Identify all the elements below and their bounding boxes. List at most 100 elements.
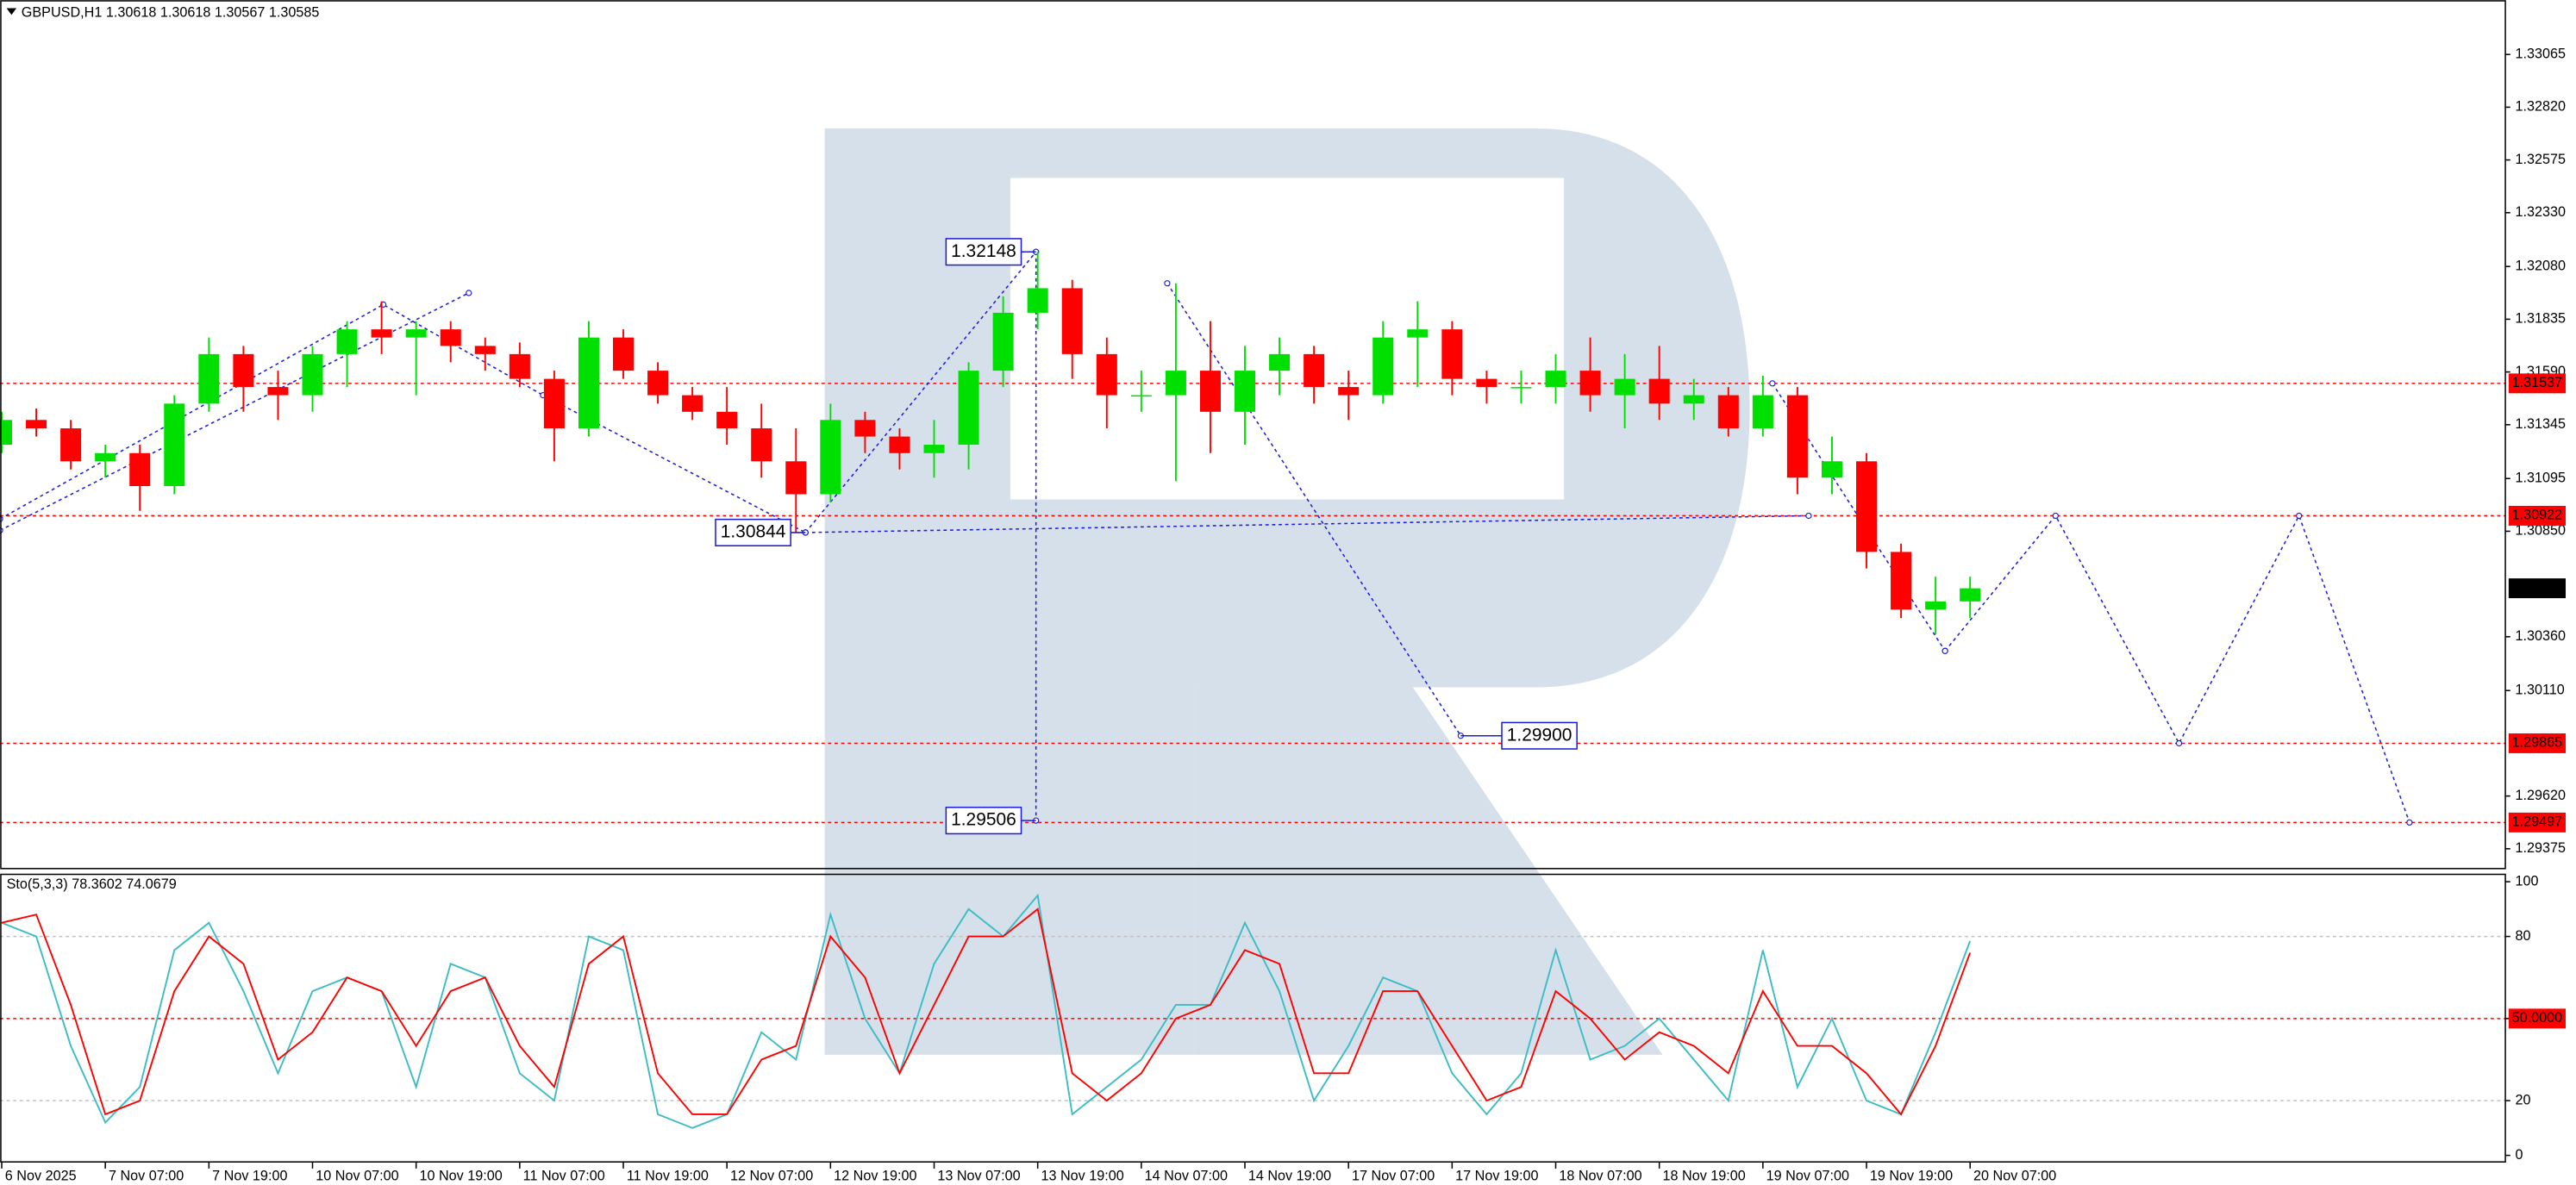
candle-body [1856, 461, 1878, 552]
annotation: 1.30844 [721, 521, 786, 541]
level-label-box [2508, 505, 2567, 526]
y-tick-label: 1.31835 [2515, 311, 2566, 327]
candle-body [1372, 337, 1394, 396]
candle-body [820, 420, 841, 495]
x-tick-label: 13 Nov 07:00 [937, 1169, 1020, 1184]
candle-body [1960, 588, 1981, 602]
y-tick-label: 50.0000 [2512, 1010, 2563, 1026]
x-tick-label: 12 Nov 07:00 [730, 1169, 813, 1184]
analysis-point [466, 290, 472, 296]
candle-body [854, 420, 876, 437]
candle-body [1407, 329, 1429, 338]
chart-title: GBPUSD,H1 1.30618 1.30618 1.30567 1.3058… [22, 5, 320, 21]
annotation-box [1501, 721, 1578, 750]
y-tick-label: 1.32330 [2515, 204, 2566, 220]
analysis-point [2175, 739, 2183, 747]
candle-body [474, 346, 496, 354]
x-tick-label: 6 Nov 2025 [5, 1169, 77, 1184]
analysis-point [1941, 647, 1948, 654]
y-tick-label: 1.29375 [2515, 840, 2566, 856]
candle-body [578, 337, 599, 429]
x-tick-label: 14 Nov 07:00 [1145, 1169, 1228, 1184]
current-price-label-box [2508, 578, 2567, 599]
x-tick-label: 7 Nov 07:00 [109, 1169, 184, 1184]
candle-body [440, 329, 461, 346]
y-tick-label-box [2508, 1008, 2567, 1029]
x-tick-label: 11 Nov 19:00 [627, 1169, 709, 1184]
candle-body [267, 387, 289, 396]
candle-body [682, 395, 703, 412]
current-price-label: 1.30585 [2512, 580, 2563, 596]
candle-body [1165, 371, 1186, 396]
y-tick-label: 1.29620 [2515, 788, 2566, 803]
x-tick-label: 19 Nov 19:00 [1870, 1169, 1953, 1184]
candle-body [1683, 395, 1704, 404]
stochastic-frame [0, 873, 2506, 1163]
annotation-box [945, 807, 1022, 835]
menu-arrow [6, 8, 17, 16]
candle-body [336, 329, 358, 354]
candle-body [785, 461, 807, 495]
y-tick-label: 1.31095 [2515, 471, 2566, 486]
x-tick-label: 11 Nov 07:00 [523, 1169, 605, 1184]
candle-body [1614, 378, 1635, 396]
y-tick-label: 1.32575 [2515, 152, 2566, 167]
y-tick-label: 1.30850 [2515, 523, 2566, 539]
analysis-line [1166, 283, 1462, 737]
x-tick-label: 17 Nov 19:00 [1455, 1169, 1538, 1184]
x-tick-label: 7 Nov 19:00 [212, 1169, 287, 1184]
candle-body [26, 420, 47, 429]
candle-body [1925, 601, 1947, 610]
candle-body [1441, 329, 1463, 379]
x-tick-label: 12 Nov 19:00 [834, 1169, 916, 1184]
indicator-title: Sto(5,3,3) 78.3602 74.0679 [7, 876, 177, 892]
y-tick-label: 20 [2515, 1092, 2530, 1107]
candle-body [612, 337, 635, 371]
candle-body [716, 411, 738, 429]
annotation: 1.32148 [951, 241, 1016, 261]
candle-body [95, 452, 116, 462]
y-tick-label: 1.32080 [2515, 258, 2566, 273]
analysis-point [1164, 280, 1171, 287]
analysis-point [1805, 512, 1812, 520]
annotation: 1.29506 [951, 810, 1016, 830]
candle-body [1130, 395, 1152, 397]
y-tick-label: 100 [2515, 873, 2538, 889]
analysis-line [1944, 514, 2410, 823]
candle-body [233, 353, 254, 388]
annotation: 1.29900 [1507, 725, 1572, 745]
annotation-box [715, 518, 791, 546]
level-label: 1.31537 [2512, 375, 2563, 390]
candle-body [164, 403, 185, 486]
candle-body [1199, 371, 1221, 412]
price-plot [0, 248, 2506, 826]
candle-body [751, 428, 772, 462]
x-tick-label: 20 Nov 07:00 [1973, 1169, 2056, 1184]
analysis-point [2052, 512, 2059, 520]
y-tick-label: 1.33065 [2515, 46, 2566, 61]
candle-body [1891, 552, 1912, 610]
y-tick-label: 1.31345 [2515, 416, 2566, 432]
x-tick-label: 18 Nov 07:00 [1559, 1169, 1641, 1184]
candle-body [129, 452, 151, 486]
candle-body [958, 371, 979, 446]
candle-body [1338, 387, 1360, 396]
analysis-line [0, 292, 470, 532]
axes: 1.33065 1.32820 1.32575 1.32330 1.32080 1.318… [1, 46, 2567, 1184]
watermark-leg [1194, 687, 1663, 1055]
candle-body [543, 378, 565, 429]
level-label-box [2508, 373, 2567, 394]
y-tick-label: 0 [2515, 1147, 2523, 1163]
candle-body [1061, 288, 1083, 354]
candle-body [302, 353, 323, 396]
candle-body [889, 436, 910, 453]
x-tick-label: 13 Nov 19:00 [1041, 1169, 1123, 1184]
x-tick-label: 18 Nov 19:00 [1662, 1169, 1745, 1184]
candle-body [1545, 371, 1566, 388]
y-tick-label: 1.30360 [2515, 628, 2566, 644]
y-tick-label: 80 [2515, 928, 2530, 944]
candle-body [371, 329, 392, 338]
level-label-box [2508, 812, 2567, 833]
